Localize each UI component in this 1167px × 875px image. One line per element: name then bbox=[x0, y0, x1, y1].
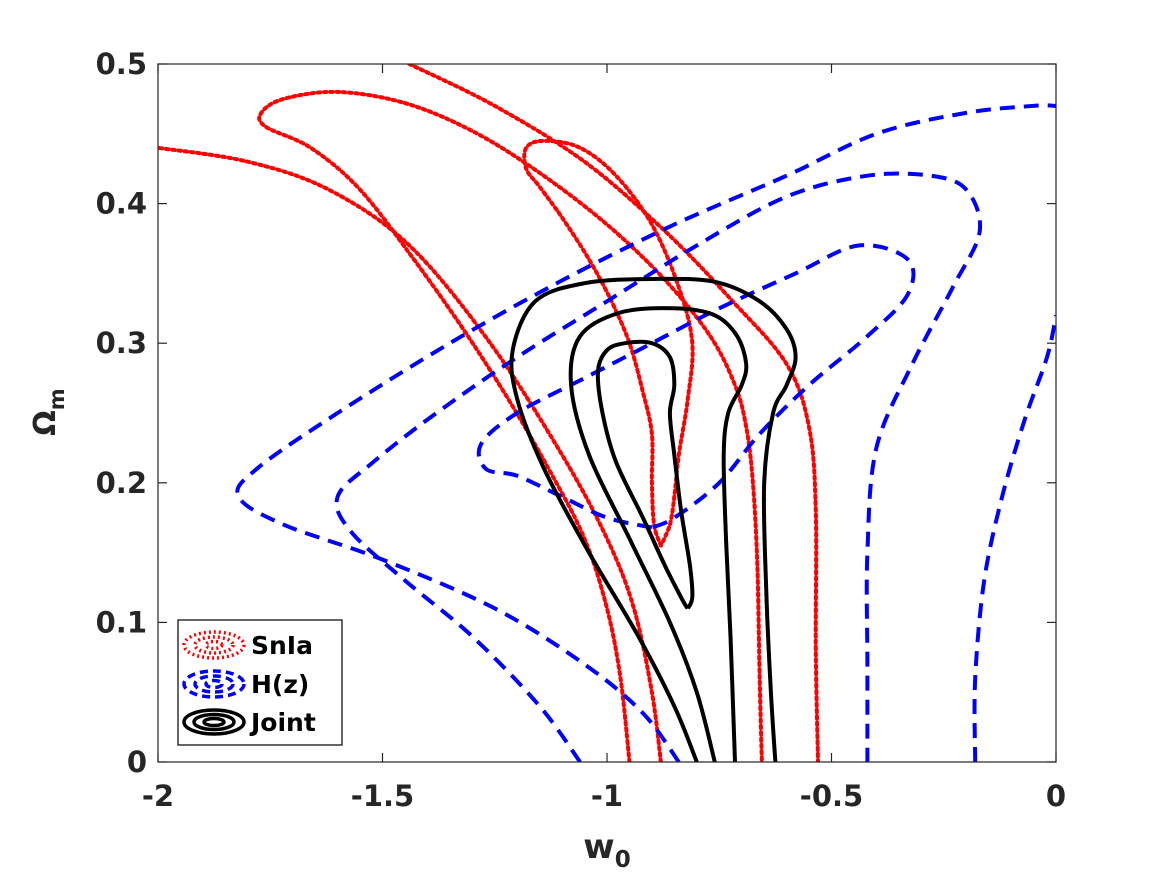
legend-swatch-ring bbox=[204, 639, 224, 651]
y-tick-label: 0.5 bbox=[96, 47, 147, 81]
y-tick-label: 0.1 bbox=[96, 605, 147, 639]
y-tick-label: 0.4 bbox=[96, 187, 147, 221]
contour-snia-4 bbox=[407, 64, 820, 762]
legend: SnIa H(z) Joint bbox=[177, 619, 343, 746]
legend-swatch-ring bbox=[182, 669, 246, 699]
legend-swatch-ring bbox=[192, 712, 236, 732]
contour-snia-2 bbox=[257, 89, 764, 762]
contour-joint-3 bbox=[509, 276, 798, 762]
y-axis-label: Ωm bbox=[28, 388, 69, 435]
contour-layer bbox=[158, 64, 1056, 762]
y-tick-label: 0.3 bbox=[96, 326, 147, 360]
y-tick-label: 0 bbox=[127, 745, 147, 779]
tick-layer: -2 -1.5 -1 -0.5 0 0 0.1 0.2 0.3 0.4 0.5 bbox=[96, 47, 1066, 813]
x-tick-label: -0.5 bbox=[800, 779, 863, 813]
legend-swatch-ring bbox=[182, 708, 246, 736]
y-tick-label: 0.2 bbox=[96, 466, 147, 500]
x-tick-label: -1.5 bbox=[351, 779, 414, 813]
legend-swatch-ring bbox=[193, 674, 235, 694]
contour-joint-1 bbox=[595, 339, 695, 610]
legend-swatch-ring bbox=[193, 635, 235, 655]
legend-label: Joint bbox=[249, 708, 316, 737]
contour-hz-4 bbox=[972, 314, 1056, 762]
legend-entry-joint: Joint bbox=[182, 708, 316, 737]
legend-swatch-ring bbox=[202, 716, 226, 728]
contour-joint-2 bbox=[568, 306, 749, 762]
contour-hz-1 bbox=[476, 243, 916, 530]
x-tick-label: 0 bbox=[1046, 779, 1066, 813]
x-tick-label: -2 bbox=[142, 779, 174, 813]
legend-label: H(z) bbox=[251, 670, 309, 699]
legend-label: SnIa bbox=[251, 631, 313, 660]
legend-swatch-ring bbox=[182, 630, 246, 660]
legend-swatch-ring bbox=[204, 678, 224, 690]
legend-entry-snia: SnIa bbox=[182, 630, 313, 660]
contour-snia-1 bbox=[522, 138, 695, 548]
x-tick-label: -1 bbox=[591, 779, 623, 813]
x-axis-label: w0 bbox=[583, 827, 630, 873]
legend-entry-hz: H(z) bbox=[182, 669, 309, 699]
